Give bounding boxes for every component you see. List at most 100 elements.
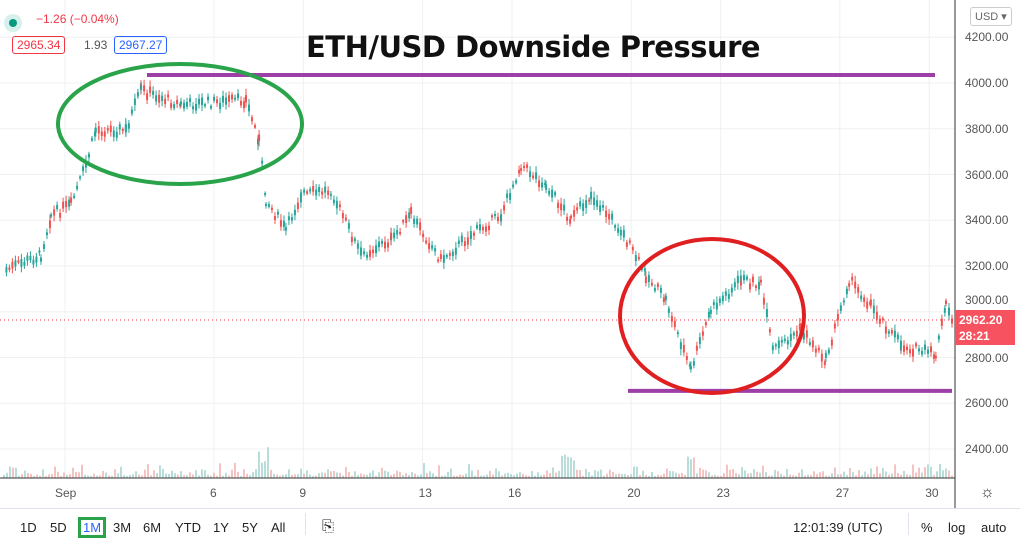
candle xyxy=(264,192,267,196)
volume-bar xyxy=(21,474,23,478)
range-1m[interactable]: 1M xyxy=(77,517,107,538)
candle xyxy=(590,191,593,200)
volume-bar xyxy=(852,472,854,478)
candle xyxy=(937,335,940,340)
range-1d[interactable]: 1D xyxy=(20,520,37,535)
volume-bar xyxy=(255,469,257,478)
volume-bar xyxy=(726,464,728,478)
volume-bar xyxy=(612,471,614,478)
volume-bar xyxy=(867,474,869,478)
volume-bar xyxy=(321,472,323,478)
volume-bar xyxy=(24,470,26,478)
volume-bar xyxy=(615,474,617,478)
candle xyxy=(698,337,701,344)
candle xyxy=(146,93,149,100)
volume-bar xyxy=(693,457,695,478)
volume-bar xyxy=(813,471,815,478)
candle xyxy=(569,218,572,224)
range-all[interactable]: All xyxy=(271,520,286,535)
buy-price-button[interactable]: 2967.27 xyxy=(114,36,168,54)
candle xyxy=(237,93,240,99)
candle xyxy=(827,349,830,354)
settings-gear-icon[interactable]: ☼ xyxy=(980,484,995,501)
candle xyxy=(950,318,953,324)
range-6m[interactable]: 6M xyxy=(143,520,162,535)
volume-bar xyxy=(420,474,422,478)
percent-toggle[interactable]: % xyxy=(921,520,933,535)
candle xyxy=(442,255,445,263)
green-circle-annotation[interactable] xyxy=(56,62,304,186)
volume-bar xyxy=(372,470,374,478)
auto-toggle[interactable]: auto xyxy=(981,520,1007,535)
volume-bar xyxy=(246,473,248,478)
volume-bar xyxy=(174,473,176,478)
log-toggle[interactable]: log xyxy=(948,520,966,535)
volume-bar xyxy=(558,470,560,478)
volume-bar xyxy=(459,474,461,478)
candle xyxy=(823,361,826,365)
candle xyxy=(662,297,665,303)
candle xyxy=(152,90,155,95)
candle xyxy=(905,346,908,351)
range-ytd[interactable]: YTD xyxy=(175,520,201,535)
volume-bar xyxy=(291,475,293,478)
candle xyxy=(183,102,186,109)
divider xyxy=(305,513,306,535)
red-circle-annotation[interactable] xyxy=(618,237,806,395)
y-tick-label: 3000.00 xyxy=(965,293,1009,307)
candle xyxy=(707,311,710,318)
candle xyxy=(509,193,512,200)
candle xyxy=(17,260,20,263)
sell-price-button[interactable]: 2965.34 xyxy=(12,36,66,54)
candle xyxy=(82,166,85,172)
candle xyxy=(563,204,566,211)
candle xyxy=(944,300,947,305)
volume-bar xyxy=(345,466,347,478)
candle xyxy=(857,287,860,293)
candle xyxy=(79,176,82,179)
volume-bar xyxy=(756,471,758,478)
volume-bar xyxy=(915,472,917,478)
candle xyxy=(189,98,192,103)
candle xyxy=(634,255,637,261)
candle xyxy=(335,200,338,209)
candle xyxy=(774,344,777,347)
candle xyxy=(566,216,569,221)
candle xyxy=(56,204,59,210)
range-5y[interactable]: 5Y xyxy=(242,520,258,535)
candle xyxy=(466,237,469,245)
candle xyxy=(413,218,416,224)
candle xyxy=(176,99,179,105)
candle xyxy=(659,287,662,293)
volume-bar xyxy=(201,469,203,478)
candle xyxy=(745,276,748,280)
range-5d[interactable]: 5D xyxy=(50,520,67,535)
currency-dropdown[interactable]: USD ▾ xyxy=(970,7,1012,26)
candle xyxy=(500,214,503,221)
candle xyxy=(515,180,518,184)
volume-bar xyxy=(606,473,608,478)
candle xyxy=(198,98,201,105)
volume-bar xyxy=(195,470,197,478)
volume-bar xyxy=(660,475,662,478)
candle xyxy=(631,246,634,251)
candle xyxy=(506,193,509,199)
go-to-date-icon[interactable]: ⎘ xyxy=(322,518,335,535)
volume-bar xyxy=(909,474,911,478)
volume-bar xyxy=(57,471,59,478)
volume-bar xyxy=(222,475,224,478)
candle xyxy=(76,185,79,190)
candle xyxy=(303,189,306,193)
candle xyxy=(378,241,381,248)
range-3m[interactable]: 3M xyxy=(113,520,132,535)
volume-bar xyxy=(552,467,554,478)
candle xyxy=(87,153,90,158)
candle xyxy=(526,164,529,168)
volume-bar xyxy=(657,474,659,478)
range-1y[interactable]: 1Y xyxy=(213,520,229,535)
candle xyxy=(932,354,935,359)
candle xyxy=(350,236,353,243)
volume-bar xyxy=(351,475,353,478)
volume-bar xyxy=(801,469,803,478)
